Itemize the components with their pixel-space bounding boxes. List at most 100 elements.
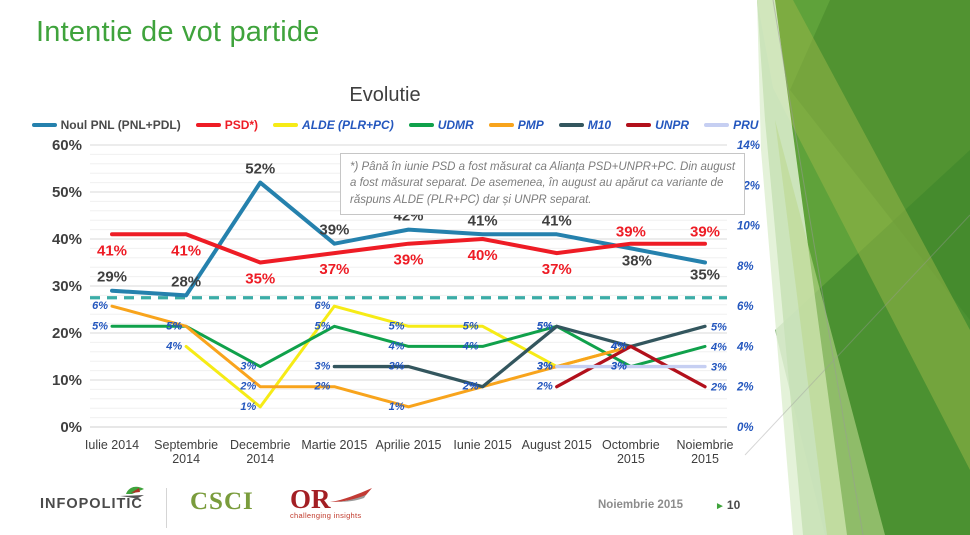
point-label: 3% [314, 361, 330, 373]
series-line-psd- [110, 232, 707, 265]
legend-swatch-icon [273, 123, 299, 127]
point-label: 5% [711, 321, 727, 333]
plot-area: 0% 10% 20% 30% 40% 50% 60% 0% 2% 4% 6% 8% 10% 12% 14% I… [40, 137, 775, 487]
series-line-m10 [332, 324, 707, 389]
swoosh-gray [338, 495, 366, 502]
point-label: 39% [690, 224, 720, 241]
point-label: 3% [537, 361, 553, 373]
point-label: 5% [92, 320, 108, 332]
right-axis-tick-label: 0% [737, 422, 754, 434]
point-label: 5% [537, 320, 553, 332]
legend-swatch-icon [704, 123, 730, 127]
or-text: OR [290, 484, 331, 514]
x-axis-label: Noiembrie 2015 [677, 438, 734, 466]
point-label: 29% [97, 269, 127, 286]
point-label: 4% [388, 340, 405, 352]
legend-label: ALDE (PLR+PC) [302, 118, 394, 132]
left-axis-tick-label: 60% [52, 137, 82, 154]
left-axis-tick-label: 50% [52, 184, 82, 201]
series-line-pmp [110, 304, 633, 409]
legend-item: M10 [558, 118, 612, 132]
csci-logo: CSCI [190, 488, 254, 515]
point-label: 4% [610, 340, 627, 352]
point-label: 37% [319, 261, 349, 278]
legend-label: PRU [733, 118, 759, 132]
page-number-value: 10 [726, 498, 741, 512]
point-label: 4% [165, 340, 182, 352]
slide-title: Intentie de vot partide [36, 16, 320, 48]
chart-footnote: *) Până în iunie PSD a fost măsurat ca A… [340, 153, 745, 215]
series-line-noul-pnl-pnl-pdl- [110, 180, 707, 298]
x-axis-label: Decembrie 2014 [230, 438, 290, 466]
series-line-unpr [555, 344, 707, 389]
point-label: 3% [537, 361, 553, 373]
point-label: 1% [389, 401, 405, 413]
legend-item: Noul PNL (PNL+PDL) [31, 118, 181, 132]
point-label: 6% [314, 300, 330, 312]
point-label: 41% [542, 212, 572, 229]
point-label: 6% [92, 300, 108, 312]
infopolitic-ship-icon [119, 486, 144, 499]
right-axis-tick-label: 10% [737, 221, 760, 233]
point-label: 4% [710, 341, 727, 353]
or-logo: OR challenging insights [290, 484, 400, 520]
point-label: 2% [462, 381, 479, 393]
swoosh-red [330, 488, 372, 502]
point-label: 39% [319, 222, 349, 239]
deco-line [744, 214, 970, 456]
icon-sail [125, 486, 144, 494]
point-label: 2% [313, 381, 330, 393]
deco-shape [757, 0, 970, 470]
point-label: 4% [610, 340, 627, 352]
point-label: 38% [622, 252, 652, 269]
legend-item: UDMR [408, 118, 474, 132]
point-label: 41% [171, 242, 201, 259]
chart-title: Evolutie [349, 84, 421, 106]
x-axis-label: Iulie 2014 [85, 438, 139, 452]
point-label: 2% [536, 381, 553, 393]
x-axis-label: Octombrie 2015 [602, 438, 660, 466]
left-axis-tick-label: 40% [52, 231, 82, 248]
point-label: 3% [240, 361, 256, 373]
point-label: 40% [468, 247, 498, 264]
point-label: 1% [240, 401, 256, 413]
point-label: 3% [711, 362, 727, 374]
point-label: 37% [542, 261, 572, 278]
point-label: 4% [610, 340, 627, 352]
footer: INFOPOLITIC CSCI OR challenging insights… [40, 484, 940, 532]
page-arrow-icon: ► [715, 501, 725, 512]
legend-swatch-icon [195, 123, 221, 127]
legend-label: PMP [517, 118, 544, 132]
decorative-green-shapes [744, 0, 970, 535]
right-axis-tick-label: 8% [737, 261, 754, 273]
point-label: 3% [389, 361, 405, 373]
x-axis-label: Aprilie 2015 [375, 438, 441, 452]
point-label: 35% [245, 271, 275, 288]
right-axis-tick-label: 6% [737, 301, 754, 313]
legend-item: PMP [488, 118, 544, 132]
point-label: 4% [462, 340, 479, 352]
legend-item: PSD*) [195, 118, 258, 132]
point-label: 28% [171, 273, 201, 290]
x-axis-label: Martie 2015 [301, 438, 367, 452]
left-axis-tick-label: 10% [52, 372, 82, 389]
or-swoosh-icon [330, 488, 372, 502]
deco-shape [775, 120, 885, 535]
left-axis-tick-label: 30% [52, 278, 82, 295]
legend-label: Noul PNL (PNL+PDL) [60, 118, 181, 132]
x-axis-label: August 2015 [522, 438, 592, 452]
chart: Evolutie Noul PNL (PNL+PDL) PSD*) ALDE (PL… [31, 82, 775, 502]
point-label: 5% [389, 320, 405, 332]
page-number: ► 10 [715, 498, 740, 512]
deco-line [772, 0, 864, 535]
point-label: 5% [166, 320, 182, 332]
right-axis-tick-label: 4% [736, 341, 754, 353]
point-label: 2% [710, 382, 727, 394]
point-label: 39% [393, 252, 423, 269]
point-label: 2% [462, 381, 479, 393]
infopolitic-text: INFOPOLITIC [40, 496, 143, 512]
legend-item: UNPR [626, 118, 689, 132]
point-label: 41% [97, 242, 127, 259]
legend-label: M10 [587, 118, 612, 132]
